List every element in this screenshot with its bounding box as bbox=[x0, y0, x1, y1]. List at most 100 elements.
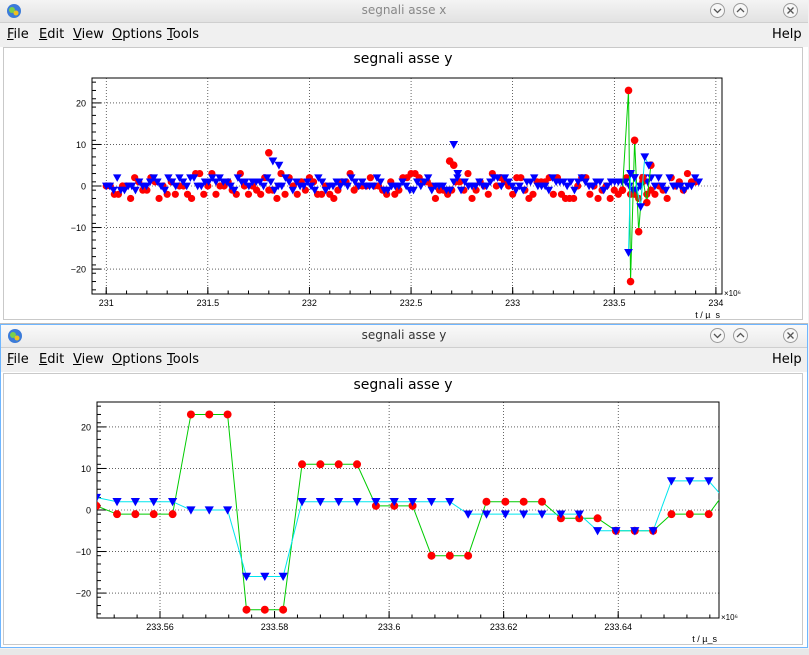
plot-canvas[interactable]: segnali asse y 231 231.5 232 232.5 233 233.5 2… bbox=[3, 47, 803, 320]
data-point bbox=[449, 161, 458, 170]
data-point bbox=[500, 510, 510, 519]
x-tick-label: 233.5 bbox=[603, 298, 626, 308]
data-point bbox=[389, 498, 399, 507]
y-tick-label: −20 bbox=[76, 589, 91, 599]
data-point bbox=[618, 186, 627, 194]
data-point bbox=[453, 174, 462, 182]
chevron-up-icon bbox=[736, 332, 745, 338]
menu-edit[interactable]: Edit bbox=[39, 352, 65, 367]
menu-help[interactable]: Help bbox=[772, 352, 802, 367]
data-point bbox=[603, 182, 612, 191]
data-point bbox=[445, 551, 454, 560]
data-point bbox=[315, 498, 325, 507]
x-tick-label: 232 bbox=[302, 298, 317, 308]
data-point bbox=[634, 227, 643, 236]
data-point bbox=[284, 178, 294, 187]
menu-view[interactable]: View bbox=[73, 27, 104, 42]
y-tick-label: 10 bbox=[76, 140, 86, 150]
data-point bbox=[215, 174, 224, 182]
data-point bbox=[661, 186, 671, 195]
data-point bbox=[445, 186, 455, 195]
x-tick-label: 232.5 bbox=[400, 298, 423, 308]
menu-file[interactable]: File bbox=[7, 352, 29, 367]
data-point bbox=[281, 190, 289, 198]
window-titlebar[interactable]: segnali asse x bbox=[0, 0, 808, 23]
data-point bbox=[376, 178, 385, 187]
window-title: segnali asse x bbox=[361, 3, 447, 17]
data-point bbox=[97, 501, 101, 510]
minimize-button[interactable] bbox=[710, 328, 725, 343]
data-point bbox=[288, 186, 297, 195]
maximize-button[interactable] bbox=[733, 328, 748, 343]
window-title: segnali asse y bbox=[361, 328, 447, 342]
close-button[interactable] bbox=[783, 3, 798, 18]
close-button[interactable] bbox=[783, 328, 798, 343]
y-tick-label: 0 bbox=[81, 182, 86, 192]
menu-tools[interactable]: Tools bbox=[167, 352, 200, 367]
minimize-button[interactable] bbox=[710, 3, 725, 18]
menu-tools[interactable]: Tools bbox=[167, 27, 200, 42]
data-point bbox=[529, 190, 537, 198]
data-point bbox=[570, 186, 579, 195]
menu-help[interactable]: Help bbox=[772, 27, 802, 42]
data-point bbox=[112, 498, 122, 507]
data-point bbox=[537, 510, 547, 519]
data-point bbox=[211, 178, 221, 187]
data-point bbox=[314, 174, 323, 182]
maximize-button[interactable] bbox=[733, 3, 748, 18]
data-point bbox=[723, 485, 731, 493]
data-point bbox=[175, 174, 184, 182]
data-point bbox=[651, 190, 659, 198]
menu-view[interactable]: View bbox=[73, 352, 104, 367]
data-point bbox=[658, 182, 667, 191]
menu-file[interactable]: File bbox=[7, 27, 29, 42]
root-app-icon bbox=[7, 4, 21, 18]
data-point bbox=[178, 178, 188, 187]
window-segnali-asse-y: segnali asse y File Edit View Options To… bbox=[0, 324, 808, 648]
data-point bbox=[423, 174, 433, 182]
data-point bbox=[630, 174, 640, 183]
data-point bbox=[358, 178, 367, 187]
data-point bbox=[316, 460, 325, 469]
data-point bbox=[509, 190, 517, 198]
menu-edit[interactable]: Edit bbox=[39, 27, 65, 42]
data-point bbox=[549, 190, 557, 198]
data-point bbox=[131, 510, 140, 519]
root-app-icon bbox=[8, 329, 22, 343]
data-point bbox=[350, 178, 360, 187]
data-point bbox=[394, 182, 404, 191]
data-point bbox=[171, 190, 179, 198]
menu-options[interactable]: Options bbox=[112, 27, 163, 42]
data-point bbox=[556, 510, 566, 519]
data-point bbox=[200, 190, 208, 198]
data-point bbox=[142, 182, 151, 191]
data-point bbox=[292, 178, 301, 187]
data-point bbox=[574, 510, 584, 519]
data-point bbox=[383, 186, 393, 195]
data-point bbox=[538, 497, 547, 506]
data-point bbox=[515, 182, 524, 191]
plot-title: segnali asse y bbox=[353, 377, 453, 393]
data-point bbox=[445, 498, 455, 507]
data-point bbox=[127, 182, 137, 191]
data-point bbox=[205, 410, 214, 419]
data-point bbox=[667, 510, 676, 519]
y-tick-label: 20 bbox=[76, 98, 86, 108]
data-point bbox=[540, 182, 550, 191]
x-axis-label: t / µ_s bbox=[695, 310, 720, 319]
data-point bbox=[145, 178, 155, 187]
data-point bbox=[149, 510, 158, 519]
data-point bbox=[130, 498, 140, 507]
data-point bbox=[586, 190, 594, 198]
data-point bbox=[230, 186, 239, 195]
data-point bbox=[244, 182, 254, 191]
data-point bbox=[241, 178, 250, 187]
data-point bbox=[690, 174, 700, 182]
data-point bbox=[398, 178, 407, 187]
menu-options[interactable]: Options bbox=[112, 352, 163, 367]
plot-canvas[interactable]: segnali asse y 233.56 233.58 233.6 233.62 23… bbox=[3, 373, 803, 645]
data-point bbox=[233, 174, 243, 182]
data-point bbox=[663, 194, 671, 203]
data-point bbox=[223, 410, 232, 419]
window-titlebar[interactable]: segnali asse y bbox=[1, 325, 807, 348]
